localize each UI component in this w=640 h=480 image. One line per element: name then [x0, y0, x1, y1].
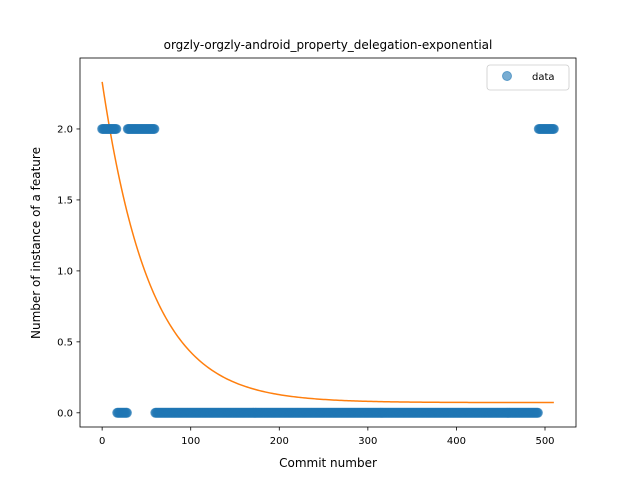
data-point: [121, 407, 132, 418]
data-point: [111, 123, 122, 134]
data-point: [149, 123, 160, 134]
chart-title: orgzly-orgzly-android_property_delegatio…: [164, 38, 493, 52]
x-axis-ticks: 0 100 200 300 400 500: [99, 427, 555, 447]
legend-label-data: data: [532, 72, 555, 83]
data-point: [548, 123, 559, 134]
fit-curve: [101, 81, 554, 404]
x-tick-label: 400: [447, 436, 466, 447]
x-tick-label: 0: [99, 436, 105, 447]
x-tick-label: 300: [358, 436, 377, 447]
data-point: [532, 407, 543, 418]
plot-area: [80, 58, 576, 427]
legend: data: [486, 64, 570, 91]
legend-marker-data: [502, 71, 512, 81]
y-tick-label: 2.0: [57, 124, 73, 135]
plot-frame: [79, 57, 577, 428]
y-tick-label: 1.0: [57, 266, 73, 277]
y-axis-ticks: 0.0 0.5 1.0 1.5 2.0: [57, 124, 80, 419]
y-tick-label: 1.5: [57, 195, 73, 206]
x-axis-label: Commit number: [279, 456, 377, 470]
y-tick-label: 0.0: [57, 408, 73, 419]
x-tick-label: 200: [270, 436, 289, 447]
y-tick-label: 0.5: [57, 337, 73, 348]
legend-box: [486, 64, 570, 91]
x-tick-label: 100: [181, 436, 200, 447]
fit-curve-layer: [101, 81, 554, 404]
data-points-layer: [97, 123, 559, 418]
y-axis-label: Number of instance of a feature: [29, 147, 43, 339]
x-tick-label: 500: [535, 436, 554, 447]
